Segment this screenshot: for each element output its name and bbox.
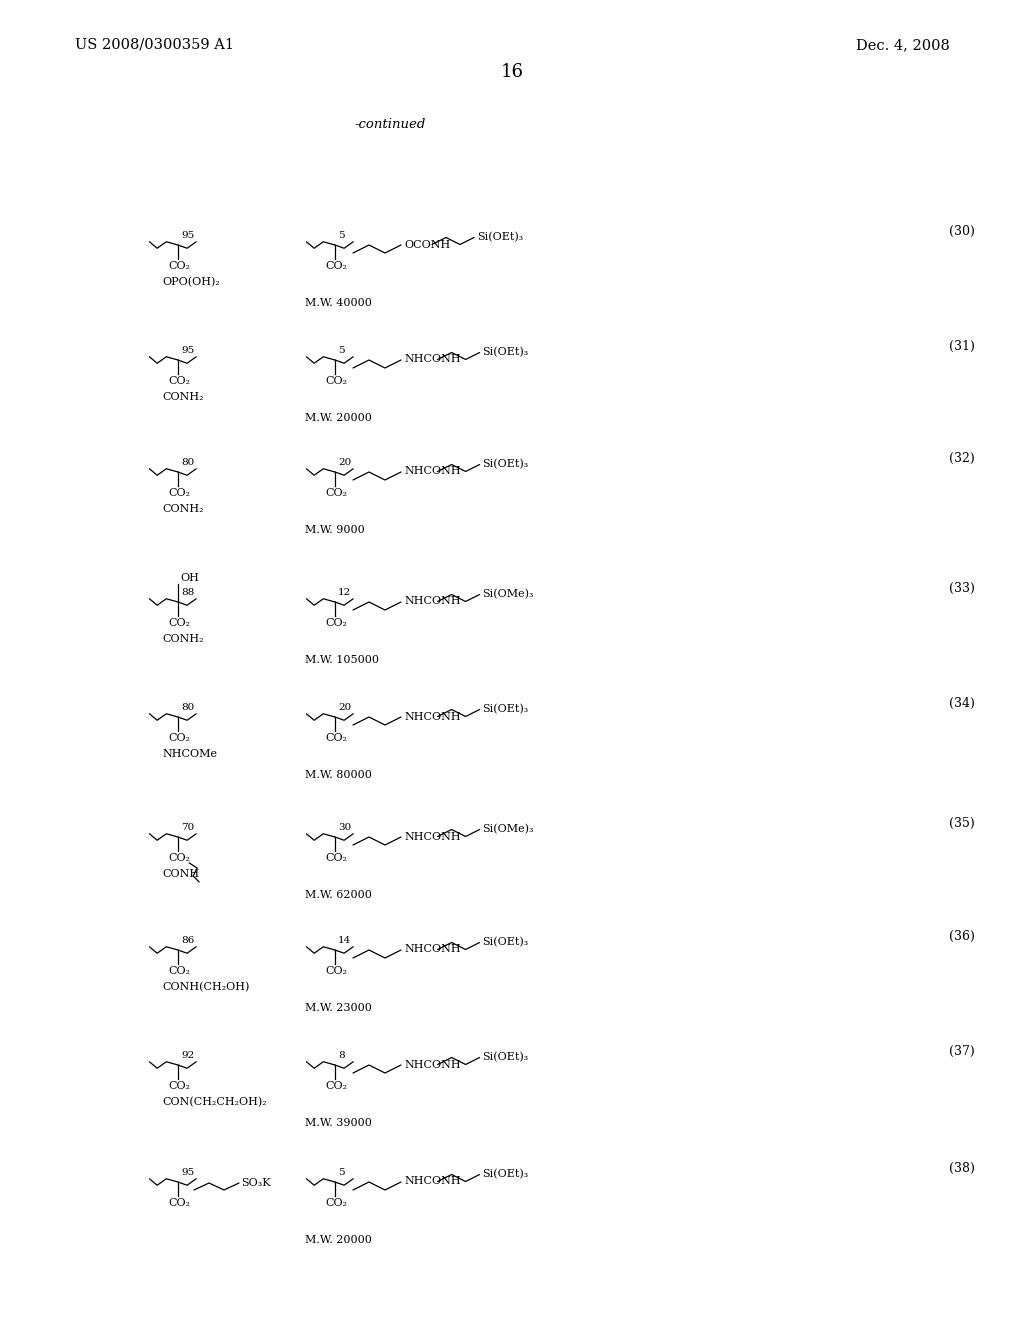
- Text: CONH₂: CONH₂: [162, 634, 204, 644]
- Text: NHCONH: NHCONH: [404, 711, 461, 722]
- Text: CO₂: CO₂: [325, 618, 347, 628]
- Text: (31): (31): [949, 339, 975, 352]
- Text: 86: 86: [181, 936, 195, 945]
- Text: (32): (32): [949, 451, 975, 465]
- Text: CONH₂: CONH₂: [162, 392, 204, 403]
- Text: CO₂: CO₂: [325, 1199, 347, 1208]
- Text: Si(OMe)₃: Si(OMe)₃: [482, 824, 535, 834]
- Text: Dec. 4, 2008: Dec. 4, 2008: [856, 38, 950, 51]
- Text: (38): (38): [949, 1162, 975, 1175]
- Text: US 2008/0300359 A1: US 2008/0300359 A1: [75, 38, 234, 51]
- Text: CO₂: CO₂: [168, 488, 190, 498]
- Text: Si(OEt)₃: Si(OEt)₃: [482, 1052, 528, 1063]
- Text: CO₂: CO₂: [168, 1081, 190, 1092]
- Text: NHCONH: NHCONH: [404, 832, 461, 842]
- Text: OPO(OH)₂: OPO(OH)₂: [162, 277, 220, 288]
- Text: 20: 20: [338, 704, 351, 713]
- Text: 92: 92: [181, 1052, 195, 1060]
- Text: 95: 95: [181, 346, 195, 355]
- Text: 5: 5: [338, 231, 345, 240]
- Text: CO₂: CO₂: [325, 1081, 347, 1092]
- Text: CO₂: CO₂: [168, 966, 190, 975]
- Text: (37): (37): [949, 1044, 975, 1057]
- Text: (30): (30): [949, 224, 975, 238]
- Text: CO₂: CO₂: [168, 261, 190, 271]
- Text: 16: 16: [501, 63, 523, 81]
- Text: NHCONH: NHCONH: [404, 1176, 461, 1187]
- Text: 5: 5: [338, 1168, 345, 1177]
- Text: CO₂: CO₂: [168, 618, 190, 628]
- Text: 14: 14: [338, 936, 351, 945]
- Text: 30: 30: [338, 824, 351, 833]
- Text: M.W. 20000: M.W. 20000: [305, 1236, 372, 1245]
- Text: M.W. 80000: M.W. 80000: [305, 770, 372, 780]
- Text: CONH: CONH: [162, 869, 199, 879]
- Text: 80: 80: [181, 704, 195, 713]
- Text: (33): (33): [949, 582, 975, 594]
- Text: CONH(CH₂OH): CONH(CH₂OH): [162, 982, 250, 993]
- Text: CO₂: CO₂: [325, 853, 347, 863]
- Text: 95: 95: [181, 1168, 195, 1177]
- Text: NHCONH: NHCONH: [404, 597, 461, 606]
- Text: CO₂: CO₂: [168, 853, 190, 863]
- Text: CO₂: CO₂: [325, 261, 347, 271]
- Text: NHCONH: NHCONH: [404, 945, 461, 954]
- Text: CON(CH₂CH₂OH)₂: CON(CH₂CH₂OH)₂: [162, 1097, 266, 1107]
- Text: M.W. 9000: M.W. 9000: [305, 525, 365, 535]
- Text: M.W. 105000: M.W. 105000: [305, 655, 379, 665]
- Text: Si(OEt)₃: Si(OEt)₃: [482, 704, 528, 714]
- Text: Si(OEt)₃: Si(OEt)₃: [482, 937, 528, 948]
- Text: Si(OEt)₃: Si(OEt)₃: [482, 459, 528, 469]
- Text: NHCONH: NHCONH: [404, 1060, 461, 1069]
- Text: NHCONH: NHCONH: [404, 466, 461, 477]
- Text: 88: 88: [181, 589, 195, 598]
- Text: OH: OH: [180, 573, 199, 583]
- Text: M.W. 23000: M.W. 23000: [305, 1003, 372, 1012]
- Text: 95: 95: [181, 231, 195, 240]
- Text: 5: 5: [338, 346, 345, 355]
- Text: M.W. 39000: M.W. 39000: [305, 1118, 372, 1129]
- Text: SO₃K: SO₃K: [241, 1177, 270, 1188]
- Text: CO₂: CO₂: [325, 966, 347, 975]
- Text: Si(OEt)₃: Si(OEt)₃: [482, 347, 528, 358]
- Text: -continued: -continued: [354, 119, 426, 132]
- Text: CONH₂: CONH₂: [162, 504, 204, 513]
- Text: M.W. 20000: M.W. 20000: [305, 413, 372, 422]
- Text: CO₂: CO₂: [168, 1199, 190, 1208]
- Text: M.W. 40000: M.W. 40000: [305, 298, 372, 308]
- Text: 70: 70: [181, 824, 195, 833]
- Text: CO₂: CO₂: [168, 733, 190, 743]
- Text: Si(OEt)₃: Si(OEt)₃: [482, 1168, 528, 1179]
- Text: 12: 12: [338, 589, 351, 598]
- Text: (35): (35): [949, 817, 975, 829]
- Text: Si(OEt)₃: Si(OEt)₃: [477, 232, 523, 242]
- Text: NHCOMe: NHCOMe: [162, 748, 217, 759]
- Text: M.W. 62000: M.W. 62000: [305, 890, 372, 900]
- Text: Si(OMe)₃: Si(OMe)₃: [482, 589, 535, 599]
- Text: CO₂: CO₂: [325, 376, 347, 385]
- Text: CO₂: CO₂: [325, 488, 347, 498]
- Text: CO₂: CO₂: [168, 376, 190, 385]
- Text: (36): (36): [949, 929, 975, 942]
- Text: CO₂: CO₂: [325, 733, 347, 743]
- Text: 8: 8: [338, 1052, 345, 1060]
- Text: (34): (34): [949, 697, 975, 710]
- Text: 20: 20: [338, 458, 351, 467]
- Text: 80: 80: [181, 458, 195, 467]
- Text: OCONH: OCONH: [404, 239, 451, 249]
- Text: NHCONH: NHCONH: [404, 355, 461, 364]
